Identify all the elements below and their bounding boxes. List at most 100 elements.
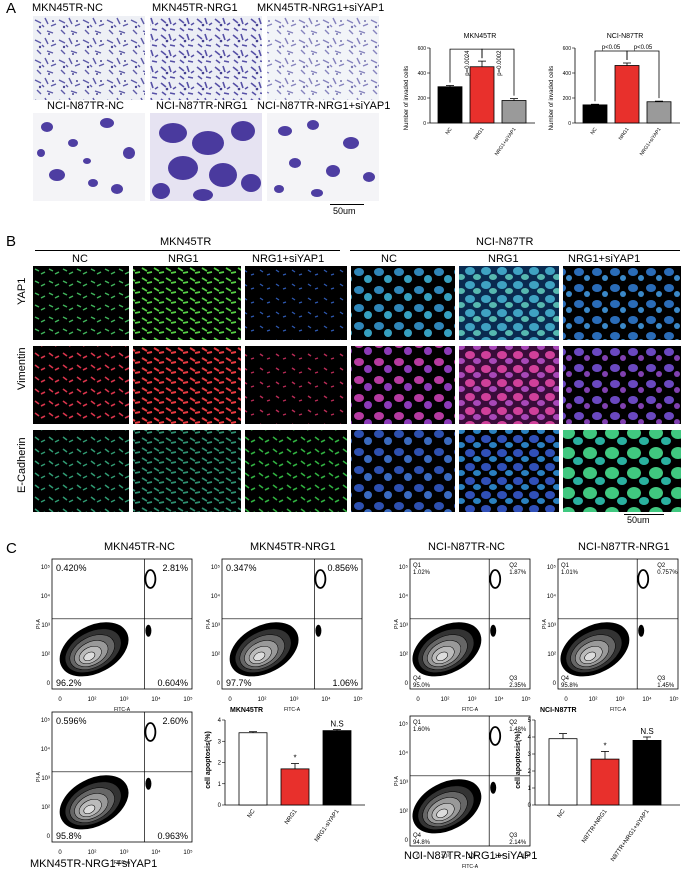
row-yap1 xyxy=(33,266,681,340)
significance-label: N.S xyxy=(330,720,343,729)
flow-outlier xyxy=(144,569,157,589)
x-tick-label: N87TR+NRG1 xyxy=(581,808,609,844)
bar-NRG1 xyxy=(280,768,310,806)
bar-NRG1-siYAP1 xyxy=(322,730,352,806)
significance-label: * xyxy=(603,741,606,750)
x-tick: 10⁵ xyxy=(521,696,531,703)
panel-a-title-1: MKN45TR-NC xyxy=(32,2,103,14)
col-label-1: NC xyxy=(72,253,88,265)
panel-a-title-2: MKN45TR-NRG1 xyxy=(152,2,238,14)
y-tick: 10⁴ xyxy=(547,593,557,600)
q4-name: Q4 xyxy=(413,676,422,682)
chart4-ylabel: cell apoptosis(%) xyxy=(515,731,522,789)
y-tick: 10² xyxy=(41,805,50,811)
y-tick-label: 1 xyxy=(528,786,532,792)
x-tick: 10³ xyxy=(120,697,129,703)
panel-a-title-3: MKN45TR-NRG1+siYAP1 xyxy=(257,2,385,14)
scale-bar-a xyxy=(330,204,364,205)
x-tick: 10⁴ xyxy=(642,696,652,703)
chart-nci-apoptosis: NCI-N87TR cell apoptosis(%) 0 1 2 3 4 5 NC N87T… xyxy=(515,707,680,863)
x-tick: 10⁴ xyxy=(151,849,161,856)
x-tick: 10⁵ xyxy=(183,849,193,856)
y-tick-label: 400 xyxy=(563,71,572,77)
q1-name: Q1 xyxy=(413,563,422,569)
flow-outlier-2 xyxy=(490,781,497,794)
flow-title-6: NCI-N87TR-NRG1+siYAP1 xyxy=(404,850,538,862)
y-tick: 10⁴ xyxy=(41,593,51,600)
flow-outlier xyxy=(489,569,502,589)
q4-value: 95.8% xyxy=(56,831,82,841)
x-tick: 0 xyxy=(58,697,62,703)
x-tick: 10⁴ xyxy=(321,696,331,703)
flow-frame xyxy=(409,715,531,847)
row-label-ecadherin: E-Cadherin xyxy=(16,437,28,493)
x-tick-label: NRG1 xyxy=(473,127,486,142)
panel-a-title-4: NCI-N87TR-NC xyxy=(47,100,124,112)
x-tick: 10² xyxy=(88,697,97,703)
flow-outlier xyxy=(637,569,650,589)
y-tick: 10⁵ xyxy=(41,564,51,571)
x-tick: 10³ xyxy=(468,697,477,703)
flow-frame xyxy=(557,558,679,690)
y-axis-label: PI-A xyxy=(36,771,42,781)
x-tick: 10³ xyxy=(120,850,129,856)
col-label-2: NRG1 xyxy=(168,253,199,265)
y-tick: 10³ xyxy=(547,623,556,629)
group2-line xyxy=(350,250,680,251)
x-axis-label: FITC-A xyxy=(462,864,479,870)
q3-value: 0.963% xyxy=(157,831,188,841)
bar-NRG1 xyxy=(614,65,640,124)
bar-N87TR+NRG1 xyxy=(590,758,620,806)
col-label-5: NRG1 xyxy=(488,253,519,265)
flow-contour xyxy=(253,651,266,662)
y-tick-label: 0 xyxy=(528,803,532,809)
y-tick-label: 4 xyxy=(528,735,532,741)
scale-label-a: 50um xyxy=(333,206,356,216)
significance-label: * xyxy=(293,754,296,763)
y-tick: 10³ xyxy=(211,623,220,629)
flow-outlier-2 xyxy=(145,624,152,637)
x-tick: 10³ xyxy=(468,854,477,860)
q1-value: 1.01% xyxy=(561,570,579,576)
y-axis-label: PI-A xyxy=(36,618,42,628)
x-tick-label: NC xyxy=(445,126,454,136)
chart1-title: MKN45TR xyxy=(464,33,497,40)
y-tick-label: 0 xyxy=(423,121,426,127)
flow-contour xyxy=(436,808,448,819)
y-tick: 0 xyxy=(405,838,409,844)
q2-value: 2.81% xyxy=(162,563,188,573)
nci-invasion-images xyxy=(33,113,379,201)
x-tick: 10³ xyxy=(616,697,625,703)
x-tick: 10² xyxy=(589,697,598,703)
flow-outlier xyxy=(314,569,327,589)
q1-name: Q1 xyxy=(561,563,570,569)
bar-N87TR+NRG1+siYAP1 xyxy=(632,740,662,806)
flow-outlier xyxy=(489,726,502,746)
x-tick: 0 xyxy=(416,854,420,860)
y-tick: 10⁴ xyxy=(399,593,409,600)
x-tick: 10⁵ xyxy=(669,696,679,703)
y-tick: 10⁴ xyxy=(211,593,221,600)
flow-contour xyxy=(83,651,96,662)
x-axis-label: FITC-A xyxy=(114,707,131,713)
image-mkn45-nrg1 xyxy=(150,16,262,100)
y-tick: 10⁵ xyxy=(211,564,221,571)
significance-label: p=0.0024 xyxy=(465,50,471,76)
x-tick: 10⁵ xyxy=(521,853,531,860)
significance-bracket xyxy=(626,50,660,99)
x-tick: 10² xyxy=(258,697,267,703)
x-axis-label: FITC-A xyxy=(284,707,301,713)
x-tick: 10² xyxy=(441,697,450,703)
x-tick: 0 xyxy=(416,697,420,703)
x-tick-label: NRG1 xyxy=(618,127,631,142)
x-tick-label: NRG1 xyxy=(284,808,299,826)
q1-name: Q1 xyxy=(413,720,422,726)
group1-label: MKN45TR xyxy=(160,236,212,248)
y-tick: 10⁴ xyxy=(41,746,51,753)
q3-value: 2.14% xyxy=(509,840,527,846)
q2-value: 1.87% xyxy=(509,570,527,576)
image-mkn45-nc xyxy=(33,16,145,100)
